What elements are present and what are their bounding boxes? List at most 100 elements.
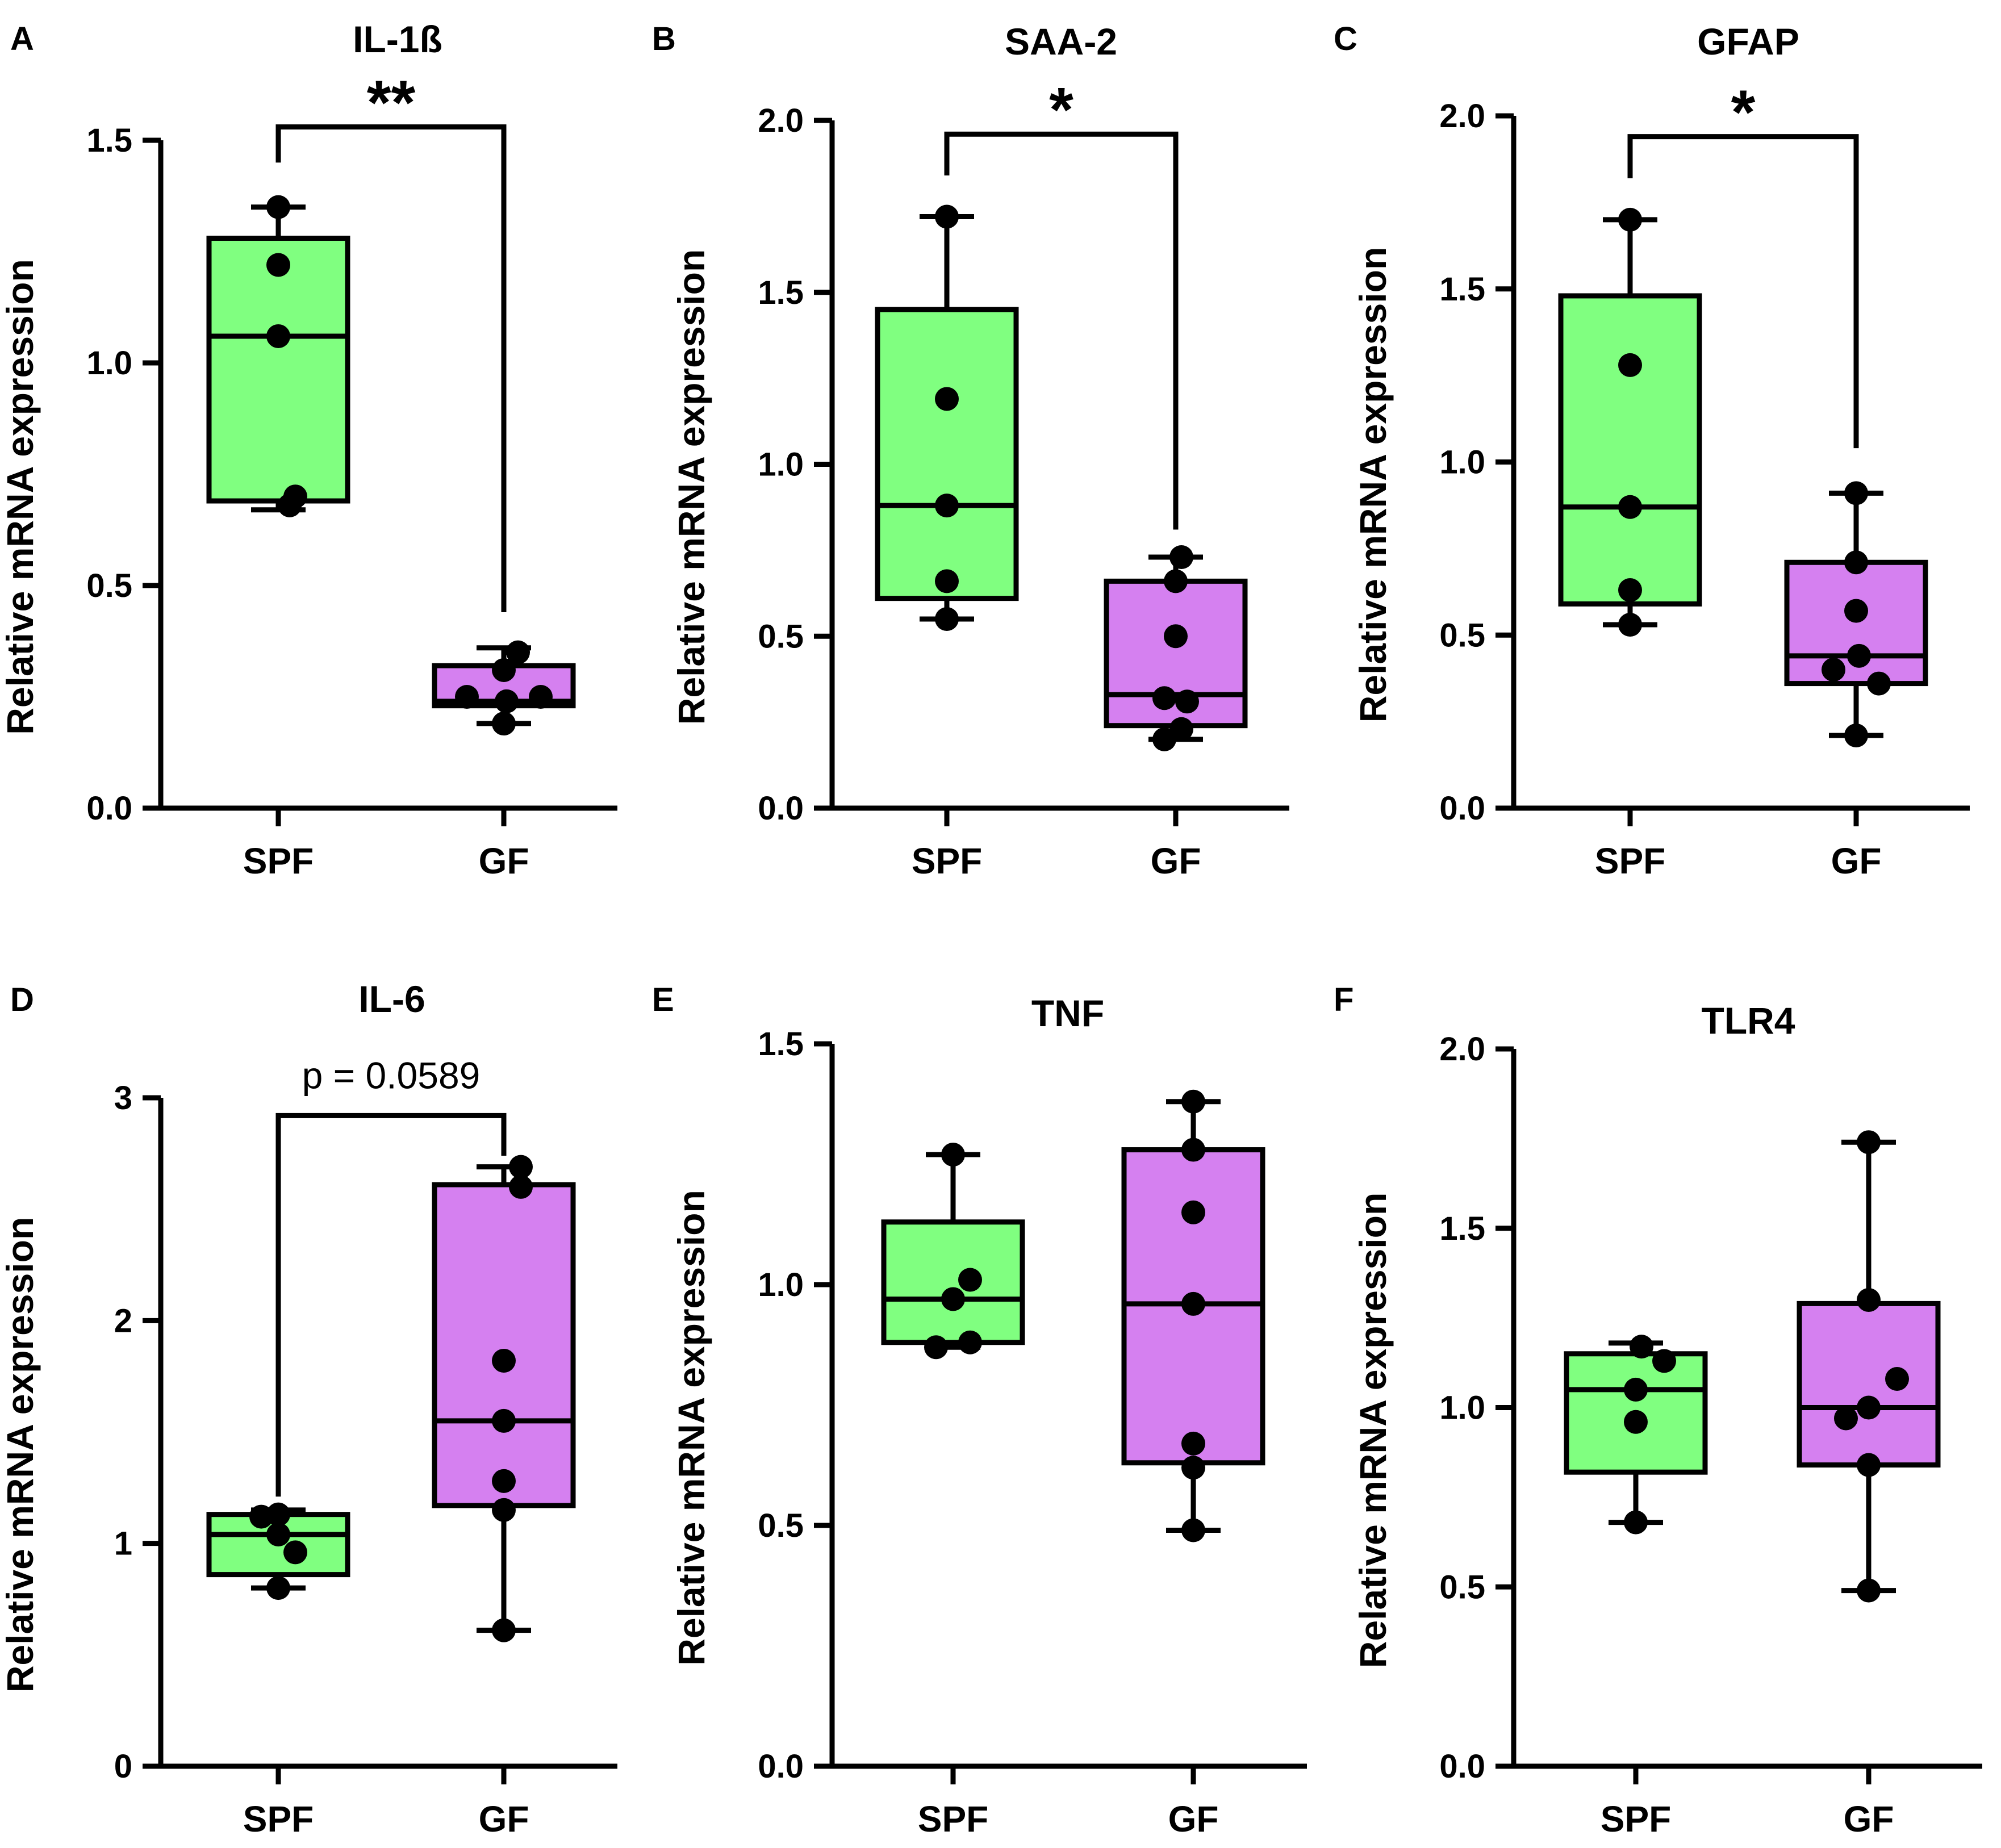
data-point (492, 1348, 516, 1373)
x-tick-label: GF (1151, 841, 1201, 881)
data-point (266, 195, 290, 219)
data-point (1867, 671, 1891, 696)
box-iqr (875, 307, 1019, 601)
data-point (266, 253, 290, 277)
data-point (1181, 1200, 1205, 1224)
box-gf (432, 640, 576, 736)
data-point (1844, 724, 1868, 748)
data-point (1857, 1453, 1881, 1477)
y-tick-label: 0.0 (1439, 790, 1485, 827)
data-point (1181, 1518, 1205, 1542)
data-point (1181, 1456, 1205, 1480)
data-point (941, 1143, 965, 1167)
chart-title: TLR4 (1702, 1000, 1795, 1042)
data-point (266, 1576, 290, 1600)
data-point (492, 712, 516, 736)
y-tick-label: 1.0 (758, 446, 804, 483)
data-point (935, 607, 959, 631)
y-tick-label: 1.5 (86, 122, 132, 159)
y-tick-label: 0.5 (1439, 1569, 1485, 1605)
y-tick-label: 0.0 (1439, 1748, 1485, 1785)
box-gf (1797, 1130, 1941, 1603)
data-point (1181, 1089, 1205, 1114)
box-spf (875, 204, 1019, 631)
data-point (492, 658, 516, 682)
y-tick-label: 0.5 (758, 618, 804, 655)
box-iqr (432, 1182, 576, 1508)
x-tick-label: GF (1844, 1799, 1894, 1839)
data-point (1618, 612, 1642, 637)
data-point (1175, 689, 1199, 714)
significance-label: * (1049, 75, 1073, 145)
data-point (1624, 1510, 1648, 1535)
x-tick-label: GF (479, 841, 529, 881)
data-point (1857, 1130, 1881, 1155)
data-point (492, 1618, 516, 1642)
box-spf (1564, 1335, 1708, 1535)
panel-letter: C (1334, 20, 1357, 57)
data-point (1152, 686, 1176, 710)
data-point (1652, 1349, 1676, 1373)
data-point (283, 1540, 307, 1565)
significance-bracket (944, 131, 1179, 530)
data-point (1624, 1377, 1648, 1402)
y-tick-label: 0.5 (758, 1507, 804, 1544)
y-tick-label: 2 (114, 1302, 132, 1339)
y-tick-label: 1.0 (1439, 1390, 1485, 1427)
y-tick-label: 0.5 (86, 567, 132, 604)
y-tick-label: 1 (114, 1525, 132, 1562)
box-iqr (1558, 293, 1702, 607)
box-gf (1104, 545, 1248, 751)
box-gf (432, 1155, 576, 1642)
box-spf (206, 1502, 350, 1600)
x-tick-label: GF (1168, 1799, 1219, 1839)
data-point (492, 1408, 516, 1433)
data-point (924, 1335, 948, 1360)
data-point (266, 1522, 290, 1546)
significance-bracket (275, 124, 507, 613)
y-tick-label: 0.5 (1439, 617, 1485, 654)
y-tick-label: 2.0 (1439, 1031, 1485, 1068)
chart-title: IL-6 (358, 978, 425, 1020)
y-axis-label: Relative mRNA expression (0, 259, 41, 735)
box-spf (881, 1143, 1025, 1360)
y-axis-label: Relative mRNA expression (1352, 247, 1394, 723)
data-point (1181, 1291, 1205, 1316)
data-point (1169, 545, 1193, 569)
data-point (278, 493, 302, 517)
data-point (509, 1174, 533, 1199)
data-point (941, 1287, 965, 1311)
data-point (1630, 1335, 1653, 1359)
data-point (935, 494, 959, 518)
data-point (958, 1330, 982, 1354)
panel-a: A IL-1ß 0.0 0.5 1.0 1.5 SPF GF Relative mRNA exp… (0, 18, 617, 881)
data-point (1618, 495, 1642, 519)
data-point (506, 640, 530, 664)
data-point (1164, 624, 1188, 649)
significance-bracket (1627, 134, 1859, 449)
chart-title: GFAP (1697, 20, 1799, 62)
y-axis-label: Relative mRNA expression (670, 249, 712, 725)
data-point (266, 324, 290, 348)
data-point (455, 685, 479, 709)
y-tick-label: 1.5 (1439, 271, 1485, 308)
panel-f: F TLR4 0.0 0.5 1.0 1.5 2.0 SPF GF Relative mRNA e… (1334, 981, 1982, 1839)
x-tick-label: SPF (243, 841, 314, 881)
data-point (1164, 569, 1188, 593)
data-point (1618, 207, 1642, 232)
y-tick-label: 2.0 (1439, 98, 1485, 135)
data-point (1618, 578, 1642, 603)
data-point (1857, 1578, 1881, 1603)
data-point (1181, 1138, 1205, 1162)
significance-bracket (275, 1113, 507, 1497)
data-point (935, 387, 959, 411)
data-point (1844, 550, 1868, 575)
box-spf (1558, 207, 1702, 637)
x-tick-label: SPF (1601, 1799, 1671, 1839)
panel-letter: E (652, 981, 674, 1018)
panel-letter: F (1334, 981, 1354, 1018)
y-tick-label: 0.0 (758, 790, 804, 827)
data-point (1844, 481, 1868, 505)
y-tick-label: 2.0 (758, 102, 804, 139)
